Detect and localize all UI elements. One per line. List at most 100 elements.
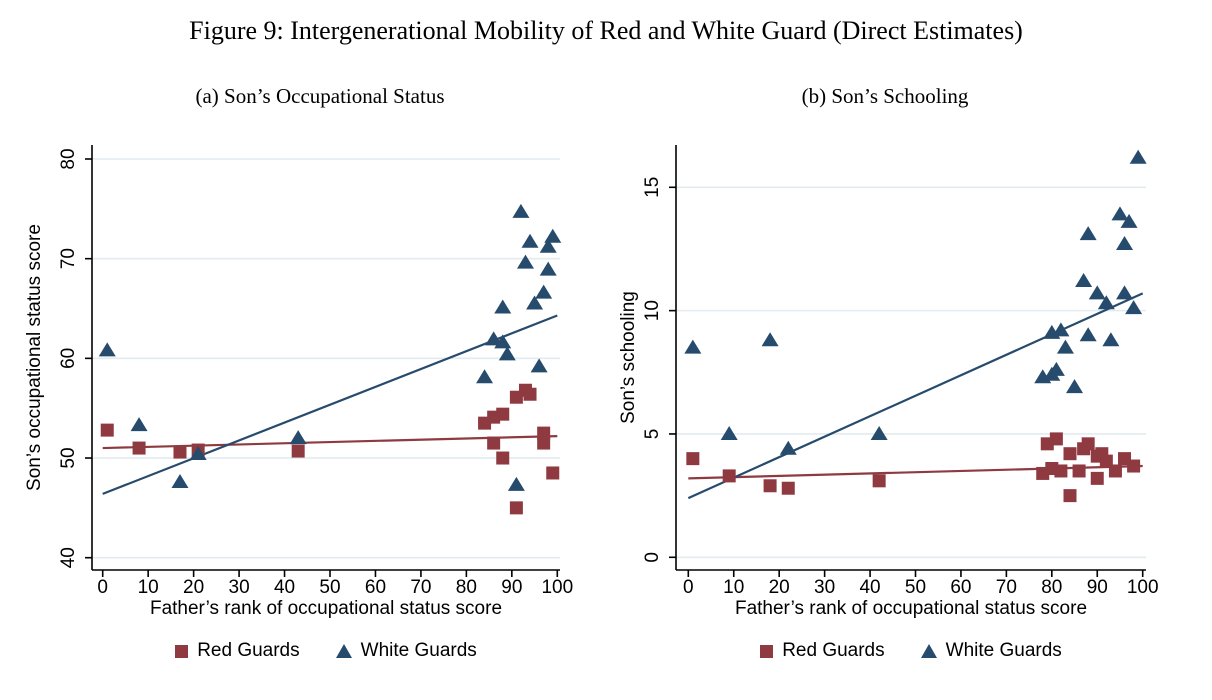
- blue-triangle-marker-icon: [920, 644, 937, 658]
- data-point-white-guards: [494, 334, 512, 349]
- data-point-red-guards: [496, 407, 510, 421]
- x-tick-label: 100: [1127, 577, 1159, 598]
- data-point-red-guards: [872, 474, 886, 488]
- x-tick-label: 0: [683, 577, 694, 598]
- x-tick-label: 30: [229, 577, 250, 598]
- legend-item-white-guards: White Guards: [335, 640, 477, 662]
- panel-b-xaxis-title: Father’s rank of occupational status sco…: [734, 598, 1088, 619]
- x-tick-label: 100: [541, 577, 573, 598]
- x-tick-label: 30: [814, 577, 835, 598]
- data-point-red-guards: [523, 387, 537, 401]
- data-point-white-guards: [1047, 361, 1065, 376]
- legend-item-red-guards: Red Guards: [175, 640, 300, 662]
- x-tick-label: 90: [1087, 577, 1108, 598]
- data-point-white-guards: [1111, 206, 1129, 221]
- y-tick-label: 70: [58, 248, 79, 269]
- data-point-red-guards: [537, 436, 551, 450]
- data-point-white-guards: [171, 473, 189, 488]
- y-axis-title: Son’s schooling: [618, 291, 639, 424]
- data-point-white-guards: [1129, 149, 1147, 164]
- data-point-white-guards: [539, 238, 557, 253]
- legend-item-red-guards: Red Guards: [760, 640, 885, 662]
- data-point-white-guards: [539, 261, 557, 276]
- data-point-white-guards: [189, 446, 207, 461]
- data-point-red-guards: [537, 426, 551, 440]
- x-tick-label: 40: [859, 577, 880, 598]
- x-tick-label: 40: [274, 577, 295, 598]
- y-tick-label: 15: [642, 177, 663, 198]
- panel-a-title: (a) Son’s Occupational Status: [195, 84, 445, 108]
- panel-b-chart: 0 10 20 30 40 50 60 70 80 90 100 0 5 10 15 Son’s school…: [618, 145, 1159, 598]
- blue-triangle-marker-icon: [335, 644, 352, 658]
- data-point-white-guards: [494, 299, 512, 314]
- data-point-white-guards: [485, 331, 503, 346]
- data-point-white-guards: [476, 369, 494, 384]
- x-tick-label: 90: [501, 577, 522, 598]
- data-point-red-guards: [1049, 432, 1063, 446]
- data-point-red-guards: [1090, 471, 1104, 485]
- y-tick-label: 10: [642, 300, 663, 321]
- data-point-red-guards: [1099, 454, 1113, 468]
- data-point-white-guards: [761, 332, 779, 347]
- data-point-red-guards: [781, 481, 795, 495]
- legend-label-red-guards: Red Guards: [782, 640, 885, 661]
- x-tick-label: 20: [769, 577, 790, 598]
- x-tick-label: 80: [456, 577, 477, 598]
- data-point-white-guards: [1056, 339, 1074, 354]
- x-tick-label: 80: [1041, 577, 1062, 598]
- red-square-marker-icon: [760, 644, 774, 658]
- y-tick-label: 80: [58, 148, 79, 169]
- y-tick-label: 60: [58, 348, 79, 369]
- legend-label-white-guards: White Guards: [360, 640, 477, 661]
- data-point-white-guards: [544, 228, 562, 243]
- y-tick-label: 50: [58, 447, 79, 468]
- fit-line-white-guards-fit: [687, 292, 1144, 500]
- red-square-marker-icon: [175, 644, 189, 658]
- data-point-red-guards: [686, 452, 700, 466]
- data-point-white-guards: [130, 417, 148, 432]
- panel-a-legend: Red Guards White Guards: [92, 640, 560, 662]
- data-point-white-guards: [720, 425, 738, 440]
- data-point-white-guards: [1102, 332, 1120, 347]
- data-point-white-guards: [507, 476, 525, 491]
- data-point-red-guards: [487, 436, 501, 450]
- panel-a-xaxis-title: Father’s rank of occupational status sco…: [149, 598, 503, 619]
- data-point-red-guards: [546, 466, 560, 480]
- data-point-white-guards: [1052, 322, 1070, 337]
- data-point-white-guards: [530, 358, 548, 373]
- data-point-white-guards: [684, 339, 702, 354]
- data-point-white-guards: [1075, 273, 1093, 288]
- data-point-red-guards: [1108, 464, 1122, 478]
- data-point-red-guards: [1054, 464, 1068, 478]
- panel-b-title: (b) Son’s Schooling: [801, 84, 969, 108]
- data-point-white-guards: [512, 203, 530, 218]
- data-point-white-guards: [1088, 285, 1106, 300]
- data-point-red-guards: [173, 445, 187, 459]
- x-tick-label: 50: [905, 577, 926, 598]
- data-point-white-guards: [1120, 213, 1138, 228]
- data-point-white-guards: [1079, 327, 1097, 342]
- data-point-white-guards: [1116, 285, 1134, 300]
- x-tick-label: 20: [183, 577, 204, 598]
- figure-title: Figure 9: Intergenerational Mobility of …: [189, 16, 1023, 45]
- data-point-white-guards: [516, 254, 534, 269]
- x-tick-label: 50: [319, 577, 340, 598]
- fit-line-white-guards-fit: [102, 314, 558, 495]
- legend-label-red-guards: Red Guards: [197, 640, 300, 661]
- data-point-red-guards: [722, 469, 736, 483]
- data-point-red-guards: [1127, 459, 1141, 473]
- data-point-red-guards: [509, 501, 523, 515]
- x-tick-label: 60: [365, 577, 386, 598]
- legend-item-white-guards: White Guards: [920, 640, 1062, 662]
- x-tick-label: 70: [996, 577, 1017, 598]
- data-point-red-guards: [763, 479, 777, 493]
- data-point-white-guards: [1097, 295, 1115, 310]
- x-tick-label: 70: [410, 577, 431, 598]
- data-point-red-guards: [132, 441, 146, 455]
- data-point-white-guards: [1066, 379, 1084, 394]
- y-tick-label: 5: [642, 429, 663, 440]
- data-point-red-guards: [100, 423, 114, 437]
- data-point-red-guards: [1081, 437, 1095, 451]
- data-point-white-guards: [779, 440, 797, 455]
